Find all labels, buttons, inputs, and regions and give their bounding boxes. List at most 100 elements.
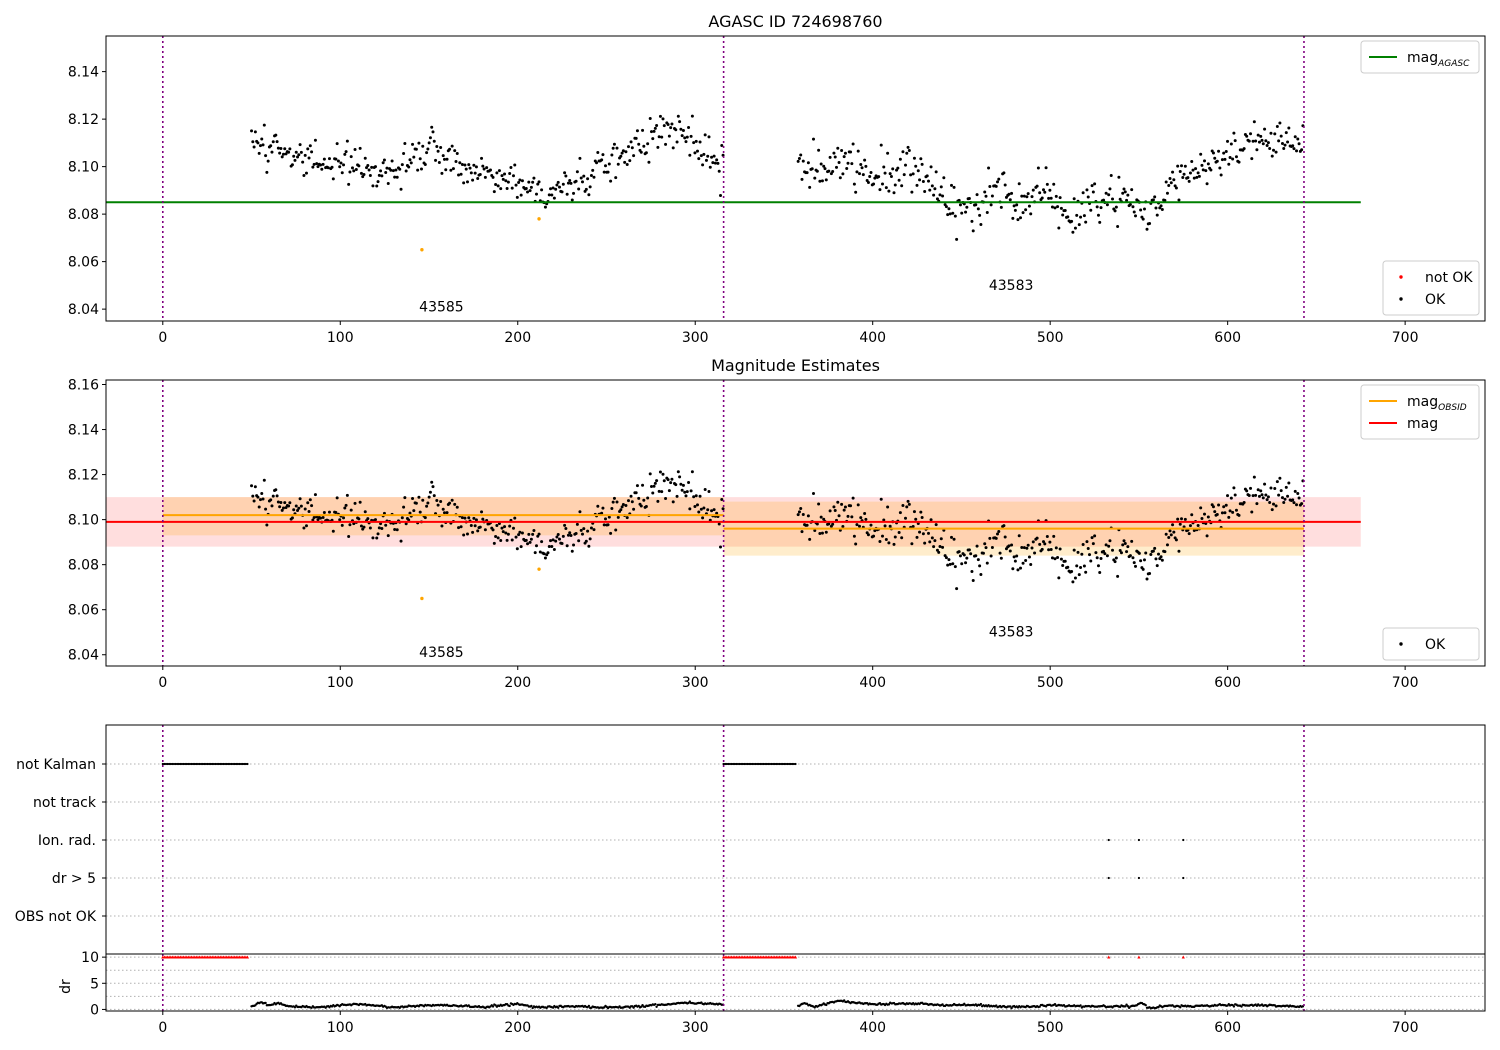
ok-point xyxy=(694,139,698,143)
ok-point xyxy=(1293,135,1297,139)
ok-point xyxy=(872,534,876,538)
x-tick-label: 100 xyxy=(327,675,354,691)
ok-point xyxy=(701,516,705,520)
y-tick-label: 8.04 xyxy=(68,648,99,664)
legend-label: OK xyxy=(1425,637,1446,653)
ok-point xyxy=(1292,147,1296,151)
ok-point xyxy=(377,173,381,177)
ok-point xyxy=(334,157,338,161)
ok-point xyxy=(455,505,459,509)
ok-point xyxy=(1012,204,1016,208)
ok-point xyxy=(1072,548,1076,552)
flag-point xyxy=(743,762,746,766)
ok-point xyxy=(257,505,261,509)
ok-point xyxy=(634,491,638,495)
ok-point xyxy=(357,517,361,521)
ok-point xyxy=(990,194,994,198)
ok-point xyxy=(336,159,340,163)
ok-point xyxy=(412,509,416,513)
ok-point xyxy=(1040,547,1044,551)
x-tick-label: 700 xyxy=(1392,1020,1419,1036)
ok-point xyxy=(344,503,348,507)
ok-point xyxy=(832,505,836,509)
ok-point xyxy=(619,508,623,512)
ok-point xyxy=(564,526,568,530)
ok-point xyxy=(1263,482,1267,486)
outlier-point xyxy=(537,567,541,571)
ok-point xyxy=(377,526,381,530)
ok-point xyxy=(1295,503,1299,507)
flag-point xyxy=(161,762,164,766)
ok-point xyxy=(1197,174,1201,178)
ok-point xyxy=(563,171,567,175)
ok-point xyxy=(845,167,849,171)
ok-point xyxy=(799,507,803,511)
ok-point xyxy=(880,534,884,538)
ok-point xyxy=(840,148,844,152)
ok-point xyxy=(561,182,565,186)
ok-point xyxy=(566,181,570,185)
ok-point xyxy=(815,522,819,526)
ok-point xyxy=(951,562,955,566)
ok-point xyxy=(689,134,693,138)
ok-point xyxy=(1008,198,1012,202)
ok-point xyxy=(554,539,558,543)
flag-point xyxy=(727,762,730,766)
ok-point xyxy=(572,543,576,547)
dr-clipped-marker xyxy=(245,955,250,959)
ok-point xyxy=(453,502,457,506)
ok-point xyxy=(897,531,901,535)
ok-point xyxy=(1264,493,1268,497)
ok-point xyxy=(1024,558,1028,562)
ok-point xyxy=(1061,563,1065,567)
ok-point xyxy=(551,186,555,190)
ok-point xyxy=(869,170,873,174)
ok-point xyxy=(669,126,673,130)
ok-point xyxy=(952,185,956,189)
ok-point xyxy=(1297,496,1301,500)
ok-point xyxy=(994,184,998,188)
ok-point xyxy=(939,185,943,189)
ok-point xyxy=(641,128,645,132)
ok-point xyxy=(925,174,929,178)
flag-point xyxy=(211,762,214,766)
ok-point xyxy=(385,166,389,170)
flag-point xyxy=(182,762,185,766)
flag-point xyxy=(203,762,206,766)
dr-point xyxy=(530,1004,533,1008)
ok-point xyxy=(661,472,665,476)
ok-point xyxy=(892,542,896,546)
x-tick-label: 500 xyxy=(1037,1020,1064,1036)
ok-point xyxy=(1022,194,1026,198)
ok-point xyxy=(1154,557,1158,561)
ok-point xyxy=(421,498,425,502)
ok-point xyxy=(639,504,643,508)
ok-point xyxy=(319,516,323,520)
ok-point xyxy=(1164,532,1168,536)
ok-point xyxy=(851,142,855,146)
ok-point xyxy=(620,505,624,509)
ok-point xyxy=(1300,148,1304,152)
ok-point xyxy=(694,494,698,498)
ok-point xyxy=(976,207,980,211)
ok-point xyxy=(349,508,353,512)
flag-point xyxy=(172,762,176,766)
flag-point xyxy=(177,762,180,766)
ok-point xyxy=(501,177,505,181)
y-tick-label: 8.16 xyxy=(68,378,99,394)
ok-point xyxy=(534,192,538,196)
ok-point xyxy=(658,114,662,118)
ok-point xyxy=(1257,494,1261,498)
flag-point xyxy=(223,762,227,766)
ok-point xyxy=(603,517,607,521)
ok-point xyxy=(703,133,707,137)
ok-point xyxy=(634,136,638,140)
ok-point xyxy=(488,168,492,172)
x-tick-label: 100 xyxy=(327,1020,354,1036)
ok-point xyxy=(690,114,694,118)
ok-point xyxy=(549,539,553,543)
ok-point xyxy=(818,532,822,536)
ok-point xyxy=(1116,224,1120,228)
flag-row-label: OBS not OK xyxy=(15,909,97,925)
ok-point xyxy=(431,485,435,489)
